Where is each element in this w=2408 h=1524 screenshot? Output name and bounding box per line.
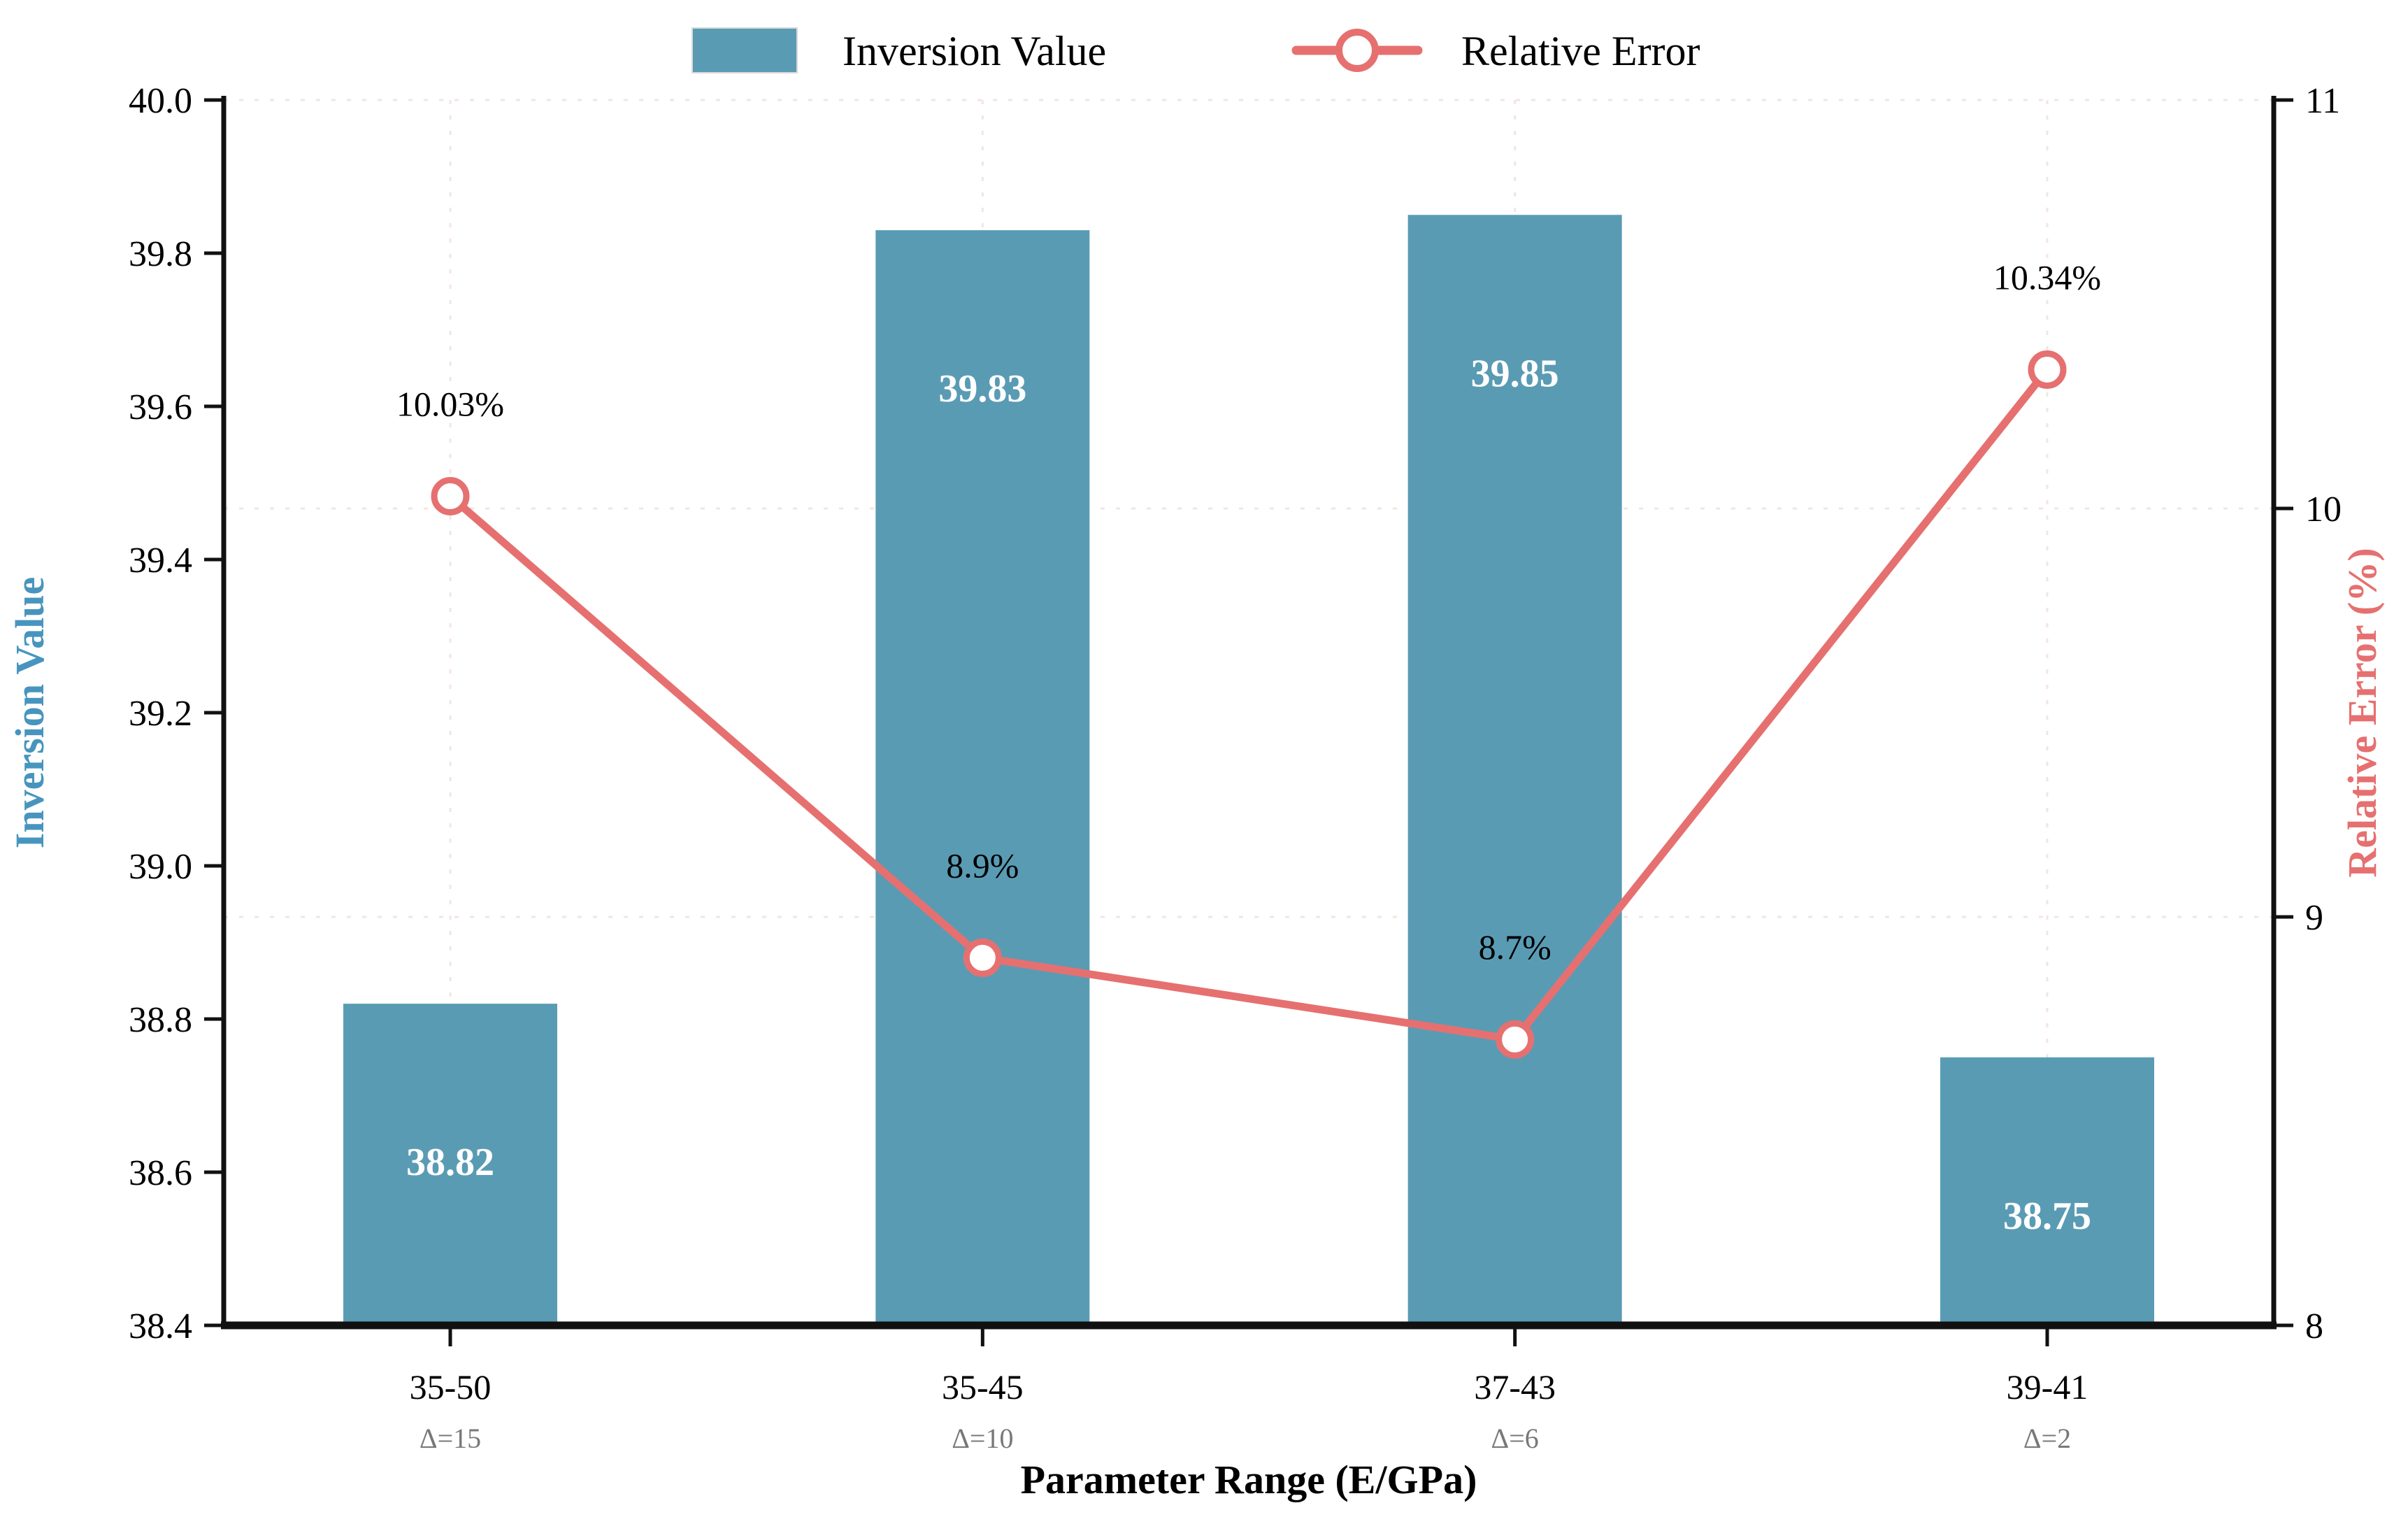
- bar-35-50: [343, 1004, 557, 1325]
- legend-label-inversion-value: Inversion Value: [843, 28, 1106, 74]
- left-tick-label: 38.8: [129, 1000, 192, 1040]
- bar-37-43: [1407, 215, 1622, 1325]
- legend-circle-marker: [1335, 29, 1379, 72]
- left-tick-label: 39.4: [129, 541, 192, 581]
- x-category-sublabel: Δ=6: [1491, 1423, 1539, 1454]
- bar-39-41: [1940, 1057, 2154, 1325]
- bar-value-label: 38.82: [406, 1141, 494, 1184]
- bar-value-label: 39.85: [1471, 352, 1559, 395]
- right-tick-label: 8: [2305, 1306, 2323, 1346]
- right-tick-label: 9: [2305, 898, 2323, 938]
- point-value-label: 8.7%: [1479, 927, 1551, 967]
- relative-error-line: [446, 365, 2051, 1044]
- x-axis-title: Parameter Range (E/GPa): [1021, 1457, 1477, 1502]
- line-marker: [1496, 1020, 1535, 1059]
- left-tick-label: 39.2: [129, 694, 192, 734]
- left-tick-label: 39.8: [129, 234, 192, 274]
- x-category-label: 39-41: [2007, 1367, 2088, 1407]
- x-category-sublabel: Δ=2: [2023, 1423, 2071, 1454]
- right-tick-label: 10: [2305, 490, 2342, 529]
- point-value-label: 10.34%: [1993, 257, 2101, 297]
- left-tick-label: 40.0: [129, 81, 192, 121]
- left-tick-label: 38.4: [129, 1306, 192, 1346]
- right-axis-title: Relative Error (%): [2339, 548, 2385, 877]
- x-category-label: 35-45: [942, 1367, 1024, 1407]
- line-marker: [431, 476, 470, 515]
- x-category-label: 37-43: [1474, 1367, 1556, 1407]
- x-category-sublabel: Δ=10: [952, 1423, 1013, 1454]
- left-axis-title: Inversion Value: [7, 577, 52, 848]
- bar-35-45: [875, 230, 1090, 1325]
- x-category-sublabel: Δ=15: [420, 1423, 481, 1454]
- point-value-label: 8.9%: [946, 846, 1019, 885]
- bar-value-label: 39.83: [938, 367, 1026, 411]
- legend-bar-swatch: [691, 27, 798, 73]
- right-tick-label: 11: [2305, 81, 2340, 121]
- left-tick-label: 38.6: [129, 1153, 192, 1193]
- bar-value-label: 38.75: [2003, 1195, 2091, 1238]
- left-tick-label: 39.6: [129, 387, 192, 427]
- line-marker: [2028, 350, 2067, 389]
- x-category-label: 35-50: [410, 1367, 492, 1407]
- line-marker: [963, 938, 1002, 977]
- legend-label-relative-error: Relative Error: [1461, 28, 1700, 74]
- left-tick-label: 39.0: [129, 847, 192, 887]
- point-value-label: 10.03%: [396, 384, 504, 423]
